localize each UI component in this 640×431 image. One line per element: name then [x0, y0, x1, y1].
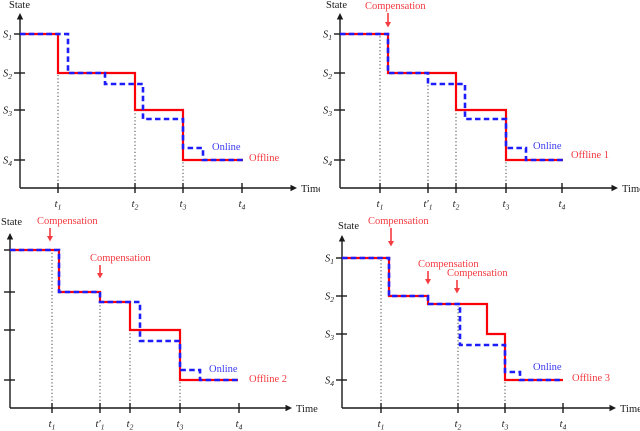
time-axis-label: Time	[301, 184, 320, 195]
compensation-arrow-icon-2	[425, 279, 431, 285]
y-tick-label-S2: S2	[323, 69, 332, 82]
x-tick-label-2: t2	[455, 419, 462, 431]
state-axis-label: State	[1, 217, 22, 228]
x-tick-label-3: t3	[180, 199, 187, 212]
offline-series-line	[20, 32, 243, 162]
y-tick-label-S4: S4	[323, 156, 332, 169]
x-tick-label-1: t1	[49, 419, 56, 431]
panel-svg-top-left: State Time S1 S2 S3 S4 t1 t2 t3 t4 Online Offline	[3, 0, 323, 212]
panel-top-right: State Time S1 S2 S3 S4 t1 t′1 t2 t3 t4 Online Offlin…	[320, 0, 640, 215]
x-tick-label-4: t4	[239, 199, 246, 212]
x-tick-label-1: t1	[377, 199, 384, 212]
compensation-annotation-2: Compensation	[418, 259, 479, 270]
x-axis-arrow-icon	[611, 184, 618, 192]
x-tick-label-4: t3	[177, 419, 184, 431]
y-tick-label-S1: S1	[323, 30, 332, 43]
compensation-annotation-1: Compensation	[37, 216, 98, 227]
x-tick-label-1: t1	[55, 199, 62, 212]
compensation-arrow-icon-1	[388, 241, 394, 247]
x-tick-label-5: t4	[236, 419, 243, 431]
y-tick-label-S2: S2	[3, 69, 12, 82]
legend-online-label: Online	[212, 142, 241, 153]
x-tick-label-2: t′1	[424, 199, 433, 212]
y-axis-arrow-icon	[338, 235, 346, 242]
legend-offline-label: Offline 3	[572, 373, 610, 384]
compensation-annotation-2: Compensation	[90, 253, 151, 264]
compensation-annotation-1: Compensation	[365, 1, 426, 12]
x-tick-label-4: t4	[560, 419, 567, 431]
compensation-annotation-3: Compensation	[447, 268, 508, 279]
state-axis-label: State	[326, 0, 347, 11]
online-series-line	[340, 32, 563, 162]
y-tick-label-S3: S3	[325, 330, 334, 343]
y-axis-arrow-icon	[6, 233, 14, 240]
time-axis-label: Time	[620, 404, 640, 415]
x-axis-arrow-icon	[285, 404, 292, 412]
compensation-arrow-icon-1	[47, 236, 53, 242]
x-tick-label-2: t′1	[96, 419, 105, 431]
offline-series-line	[340, 32, 563, 162]
x-tick-label-5: t4	[559, 199, 566, 212]
online-series-line	[20, 32, 243, 162]
x-tick-label-3: t2	[453, 199, 460, 212]
online-series-line	[342, 256, 563, 382]
panel-bottom-left: State Time t1 t′1 t2 t3 t4 Online Offline 2 Compe…	[0, 215, 320, 431]
legend-offline-label: Offline	[249, 153, 279, 164]
x-tick-label-2: t2	[132, 199, 139, 212]
x-tick-label-4: t3	[503, 199, 510, 212]
legend-offline-label: Offline 2	[249, 374, 287, 385]
compensation-arrow-icon-2	[97, 273, 103, 279]
y-tick-label-S3: S3	[323, 106, 332, 119]
y-tick-label-S2: S2	[325, 292, 334, 305]
y-axis-arrow-icon	[336, 13, 344, 20]
panel-bottom-right: State Time S1 S2 S3 S4 t1 t2 t3 t4 Online Offline 3…	[320, 215, 640, 431]
x-axis-arrow-icon	[290, 184, 297, 192]
panel-svg-bottom-left: State Time t1 t′1 t2 t3 t4 Online Offline 2 Compe…	[1, 216, 318, 431]
y-tick-label-S4: S4	[325, 376, 334, 389]
legend-online-label: Online	[533, 141, 562, 152]
time-axis-label: Time	[622, 184, 640, 195]
panel-svg-top-right: State Time S1 S2 S3 S4 t1 t′1 t2 t3 t4 Online Offlin…	[323, 0, 640, 212]
x-tick-label-3: t3	[502, 419, 509, 431]
x-tick-label-3: t2	[127, 419, 134, 431]
panel-top-left: State Time S1 S2 S3 S4 t1 t2 t3 t4 Online Offline	[0, 0, 323, 215]
compensation-annotation-1: Compensation	[368, 216, 429, 227]
y-tick-label-S3: S3	[3, 106, 12, 119]
legend-online-label: Online	[209, 364, 238, 375]
x-axis-arrow-icon	[609, 404, 616, 412]
time-axis-label: Time	[296, 404, 318, 415]
compensation-arrow-icon-3	[454, 288, 460, 294]
y-tick-label-S4: S4	[3, 156, 12, 169]
legend-offline-label: Offline 1	[571, 150, 609, 161]
y-axis-arrow-icon	[16, 13, 24, 20]
y-tick-label-S1: S1	[3, 30, 12, 43]
y-tick-label-S1: S1	[325, 254, 334, 267]
x-tick-label-1: t1	[378, 419, 385, 431]
offline-series-line	[10, 248, 238, 382]
panel-svg-bottom-right: State Time S1 S2 S3 S4 t1 t2 t3 t4 Online Offline 3…	[325, 216, 640, 431]
legend-online-label: Online	[533, 362, 562, 373]
compensation-arrow-icon-1	[385, 22, 391, 28]
online-series-line	[10, 248, 238, 382]
state-axis-label: State	[9, 0, 30, 11]
state-axis-label: State	[338, 221, 359, 232]
